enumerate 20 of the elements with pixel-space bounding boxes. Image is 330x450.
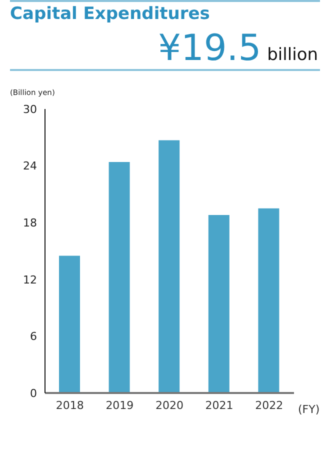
x-tick-label: 2020 xyxy=(156,398,184,412)
x-tick-label: 2018 xyxy=(56,398,84,412)
y-tick-label: 0 xyxy=(30,386,37,400)
text: billion xyxy=(267,45,318,65)
x-axis-title: (FY) xyxy=(298,403,320,416)
y-tick-label: 18 xyxy=(23,216,37,230)
y-tick-label: 6 xyxy=(30,330,37,344)
bar xyxy=(108,162,130,393)
bar xyxy=(59,256,80,393)
bar xyxy=(258,208,280,393)
y-tick-label: 30 xyxy=(23,102,37,116)
x-tick-label: 2021 xyxy=(205,398,234,412)
y-tick-label: 24 xyxy=(23,160,37,173)
chart-title: Capital Expenditures xyxy=(10,4,210,24)
bar xyxy=(158,140,180,393)
y-tick-label: 12 xyxy=(23,273,37,286)
x-tick-label: 2022 xyxy=(255,398,284,412)
bar xyxy=(208,215,230,393)
chart-subtitle: ¥19.5 xyxy=(158,28,262,69)
x-tick-label: 2019 xyxy=(106,398,134,412)
